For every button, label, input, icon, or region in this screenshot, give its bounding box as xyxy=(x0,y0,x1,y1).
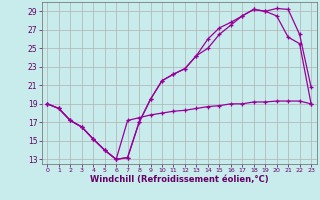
X-axis label: Windchill (Refroidissement éolien,°C): Windchill (Refroidissement éolien,°C) xyxy=(90,175,268,184)
